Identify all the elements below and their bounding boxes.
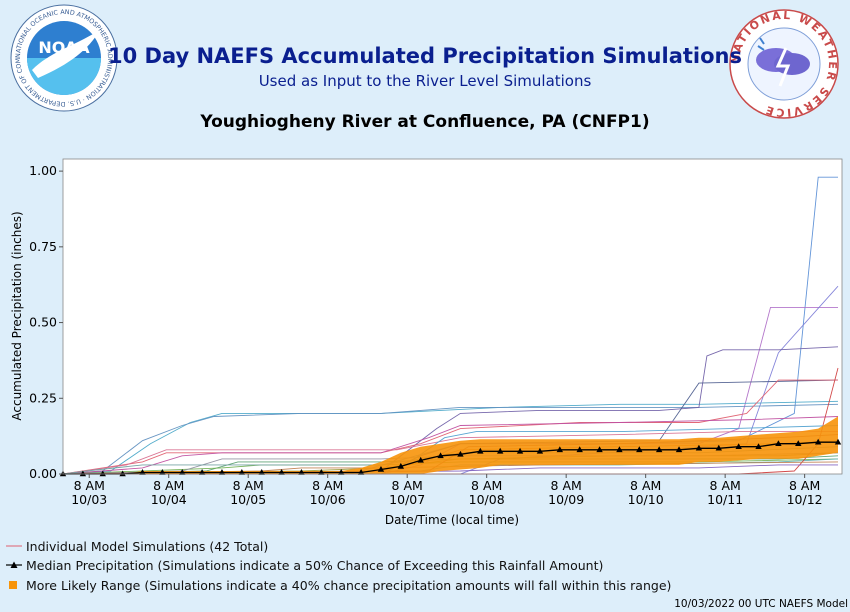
x-tick-date-4: 10/07 xyxy=(389,492,425,507)
median-point-8 xyxy=(198,468,206,475)
chart-title: 10 Day NAEFS Accumulated Precipitation S… xyxy=(107,44,742,68)
y-ticks: 0.00 0.25 0.50 0.75 1.00 xyxy=(29,163,63,481)
x-tick-time-0: 8 AM xyxy=(74,478,105,493)
median-point-18 xyxy=(397,462,405,469)
median-point-9 xyxy=(218,468,226,475)
x-tick-date-2: 10/05 xyxy=(230,492,266,507)
median-point-40 xyxy=(834,438,842,445)
median-point-20 xyxy=(437,452,444,459)
nws-logo: NATIONAL WEATHER SERVICE xyxy=(728,8,840,120)
median-point-15 xyxy=(338,468,345,475)
median-point-2 xyxy=(79,470,87,477)
legend-median-swatch xyxy=(6,561,22,568)
y-axis-label: Accumulated Precipitation (inches) xyxy=(10,211,24,420)
median-point-19 xyxy=(417,456,424,463)
median-point-33 xyxy=(695,444,703,451)
x-tick-time-8: 8 AM xyxy=(710,478,741,493)
median-point-3 xyxy=(99,470,106,477)
median-point-31 xyxy=(655,446,663,453)
x-tick-date-1: 10/04 xyxy=(151,492,187,507)
member-line-6 xyxy=(62,346,839,475)
x-tick-time-1: 8 AM xyxy=(153,478,184,493)
median-point-23 xyxy=(496,447,504,454)
median-point-34 xyxy=(715,444,722,451)
legend-median-label: Median Precipitation (Simulations indica… xyxy=(26,558,604,573)
median-point-11 xyxy=(258,468,265,475)
y-tick-label-0: 0.00 xyxy=(29,466,57,481)
median-point-10 xyxy=(238,468,246,475)
x-tick-date-6: 10/09 xyxy=(548,492,584,507)
noaa-logo: NATIONAL OCEANIC AND ATMOSPHERIC ADMINIS… xyxy=(7,0,118,112)
median-point-14 xyxy=(318,468,325,475)
median-point-38 xyxy=(795,440,802,447)
x-tick-time-4: 8 AM xyxy=(392,478,423,493)
median-point-28 xyxy=(596,446,603,453)
x-tick-time-2: 8 AM xyxy=(233,478,264,493)
median-point-37 xyxy=(775,440,782,447)
x-tick-time-5: 8 AM xyxy=(471,478,502,493)
noaa-logo-text: NOAA xyxy=(38,38,90,57)
x-tick-date-0: 10/03 xyxy=(71,492,107,507)
median-point-17 xyxy=(377,465,385,472)
median-point-25 xyxy=(536,447,544,454)
member-line-9 xyxy=(62,416,839,475)
y-tick-label-1: 0.25 xyxy=(29,390,57,405)
chart-subtitle: Used as Input to the River Level Simulat… xyxy=(258,72,592,90)
legend-individual-label: Individual Model Simulations (42 Total) xyxy=(26,539,269,554)
median-point-7 xyxy=(179,468,186,475)
member-line-5 xyxy=(62,403,839,475)
legend-individual-swatch xyxy=(6,545,22,547)
median-point-39 xyxy=(814,438,822,445)
likely-range xyxy=(63,416,838,474)
median-point-16 xyxy=(357,468,365,475)
legend-range: More Likely Range (Simulations indicate … xyxy=(6,578,671,593)
median-point-12 xyxy=(278,468,285,475)
median-point-26 xyxy=(556,446,564,453)
median-line xyxy=(63,441,838,475)
x-tick-date-5: 10/08 xyxy=(469,492,505,507)
median-point-32 xyxy=(675,446,683,453)
chart-axes xyxy=(62,158,843,475)
median-point-29 xyxy=(616,446,623,453)
model-footer: 10/03/2022 00 UTC NAEFS Model xyxy=(674,598,848,610)
member-line-8 xyxy=(62,379,838,475)
median-point-5 xyxy=(139,468,146,475)
legend-range-swatch xyxy=(9,581,17,589)
x-tick-date-3: 10/06 xyxy=(310,492,346,507)
median-point-35 xyxy=(735,443,742,450)
plot-frame xyxy=(62,158,843,475)
x-tick-time-6: 8 AM xyxy=(551,478,582,493)
x-axis-label: Date/Time (local time) xyxy=(385,513,519,527)
x-tick-date-7: 10/10 xyxy=(628,492,664,507)
median-point-6 xyxy=(159,468,166,475)
median-point-13 xyxy=(298,468,305,475)
median-point-21 xyxy=(457,450,464,457)
x-tick-time-3: 8 AM xyxy=(312,478,343,493)
median-point-36 xyxy=(755,443,762,450)
y-tick-label-2: 0.50 xyxy=(29,315,57,330)
y-tick-label-3: 0.75 xyxy=(29,239,57,254)
y-tick-label-4: 1.00 xyxy=(29,163,57,178)
median-point-30 xyxy=(636,446,643,453)
site-name: Youghiogheny River at Confluence, PA (CN… xyxy=(200,112,650,132)
median-point-24 xyxy=(516,447,524,454)
x-tick-time-9: 8 AM xyxy=(789,478,820,493)
member-line-10 xyxy=(62,431,838,475)
legend-individual: Individual Model Simulations (42 Total) xyxy=(6,539,268,554)
median-series xyxy=(59,438,842,477)
x-tick-time-7: 8 AM xyxy=(630,478,661,493)
range-band xyxy=(63,416,838,474)
median-point-22 xyxy=(477,447,484,454)
legend-range-label: More Likely Range (Simulations indicate … xyxy=(26,578,672,593)
median-point-27 xyxy=(576,446,583,453)
legend-median: Median Precipitation (Simulations indica… xyxy=(6,558,603,573)
median-point-4 xyxy=(119,470,126,477)
x-tick-date-8: 10/11 xyxy=(707,492,743,507)
x-tick-date-9: 10/12 xyxy=(787,492,823,507)
